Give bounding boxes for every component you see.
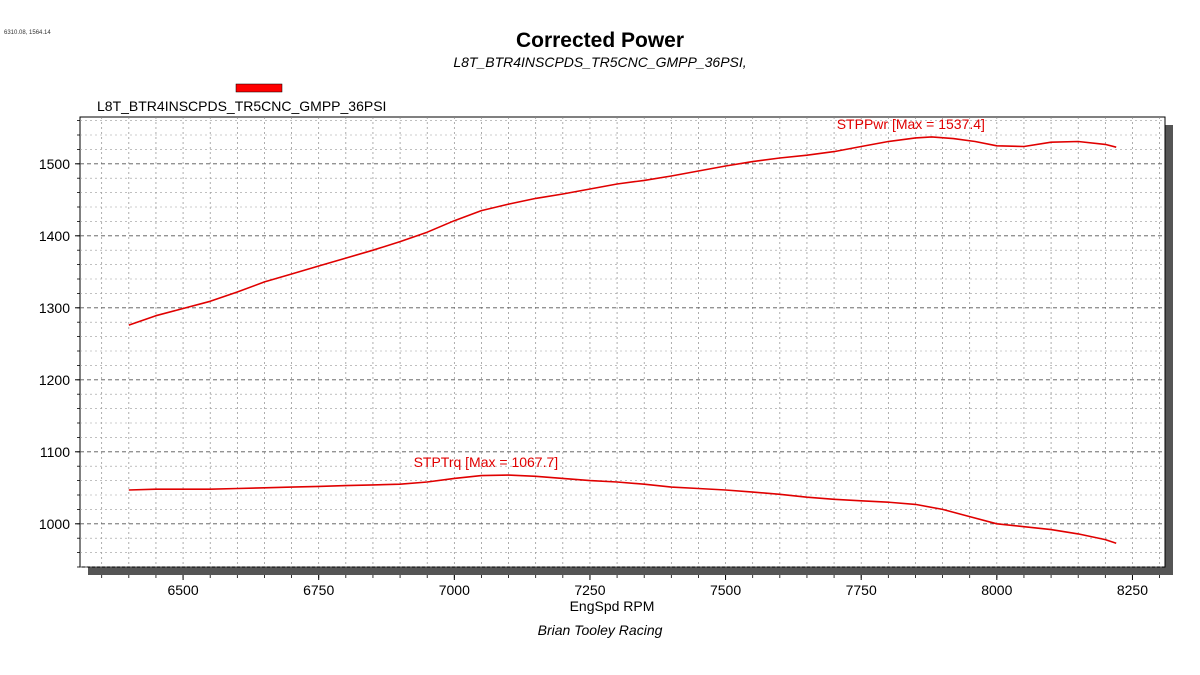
x-tick-label: 7250 <box>574 582 605 598</box>
x-axis-label: EngSpd RPM <box>570 598 655 614</box>
y-tick-label: 1400 <box>39 228 70 244</box>
chart-title: Corrected Power <box>515 29 685 52</box>
annotation-stppwr: STPPwr [Max = 1537.4] <box>837 116 985 132</box>
series-annotations: STPPwr [Max = 1537.4] STPTrq [Max = 1067.… <box>414 116 985 470</box>
x-tick-label: 8250 <box>1117 582 1148 598</box>
annotation-stptrq: STPTrq [Max = 1067.7] <box>414 454 559 470</box>
y-tick-label: 1100 <box>40 444 70 460</box>
x-tick-label: 7750 <box>846 582 877 598</box>
x-tick-label: 6500 <box>167 582 198 598</box>
x-tick-label: 8000 <box>981 582 1012 598</box>
y-axis: 1000 1100 1200 1300 1400 1500 <box>39 120 80 568</box>
series-lines <box>128 136 1117 544</box>
chart-subtitle: L8T_BTR4INSCPDS_TR5CNC_GMPP_36PSI, <box>453 54 747 70</box>
y-tick-label: 1000 <box>39 516 70 532</box>
series-line-stppwr <box>128 136 1117 326</box>
legend-label: L8T_BTR4INSCPDS_TR5CNC_GMPP_36PSI <box>97 98 386 114</box>
y-tick-label: 1200 <box>39 372 70 388</box>
y-tick-label: 1300 <box>39 300 70 316</box>
y-tick-label: 1500 <box>39 156 70 172</box>
x-tick-label: 7000 <box>439 582 470 598</box>
x-tick-label: 7500 <box>710 582 741 598</box>
plot-area <box>79 116 1166 568</box>
x-axis: 6500 6750 7000 7250 7500 7750 8000 8250 <box>101 575 1160 598</box>
chart-footer: Brian Tooley Racing <box>537 622 663 638</box>
x-tick-label: 6750 <box>303 582 334 598</box>
series-line-stptrq <box>128 474 1117 544</box>
grid-lines <box>80 117 1165 568</box>
legend-swatch <box>235 83 283 93</box>
cursor-readout: 6310.08, 1564.14 <box>4 30 51 36</box>
